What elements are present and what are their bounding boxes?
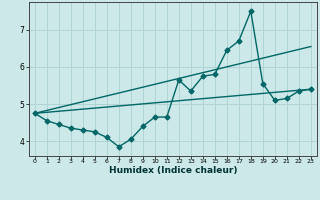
X-axis label: Humidex (Indice chaleur): Humidex (Indice chaleur) <box>108 166 237 175</box>
